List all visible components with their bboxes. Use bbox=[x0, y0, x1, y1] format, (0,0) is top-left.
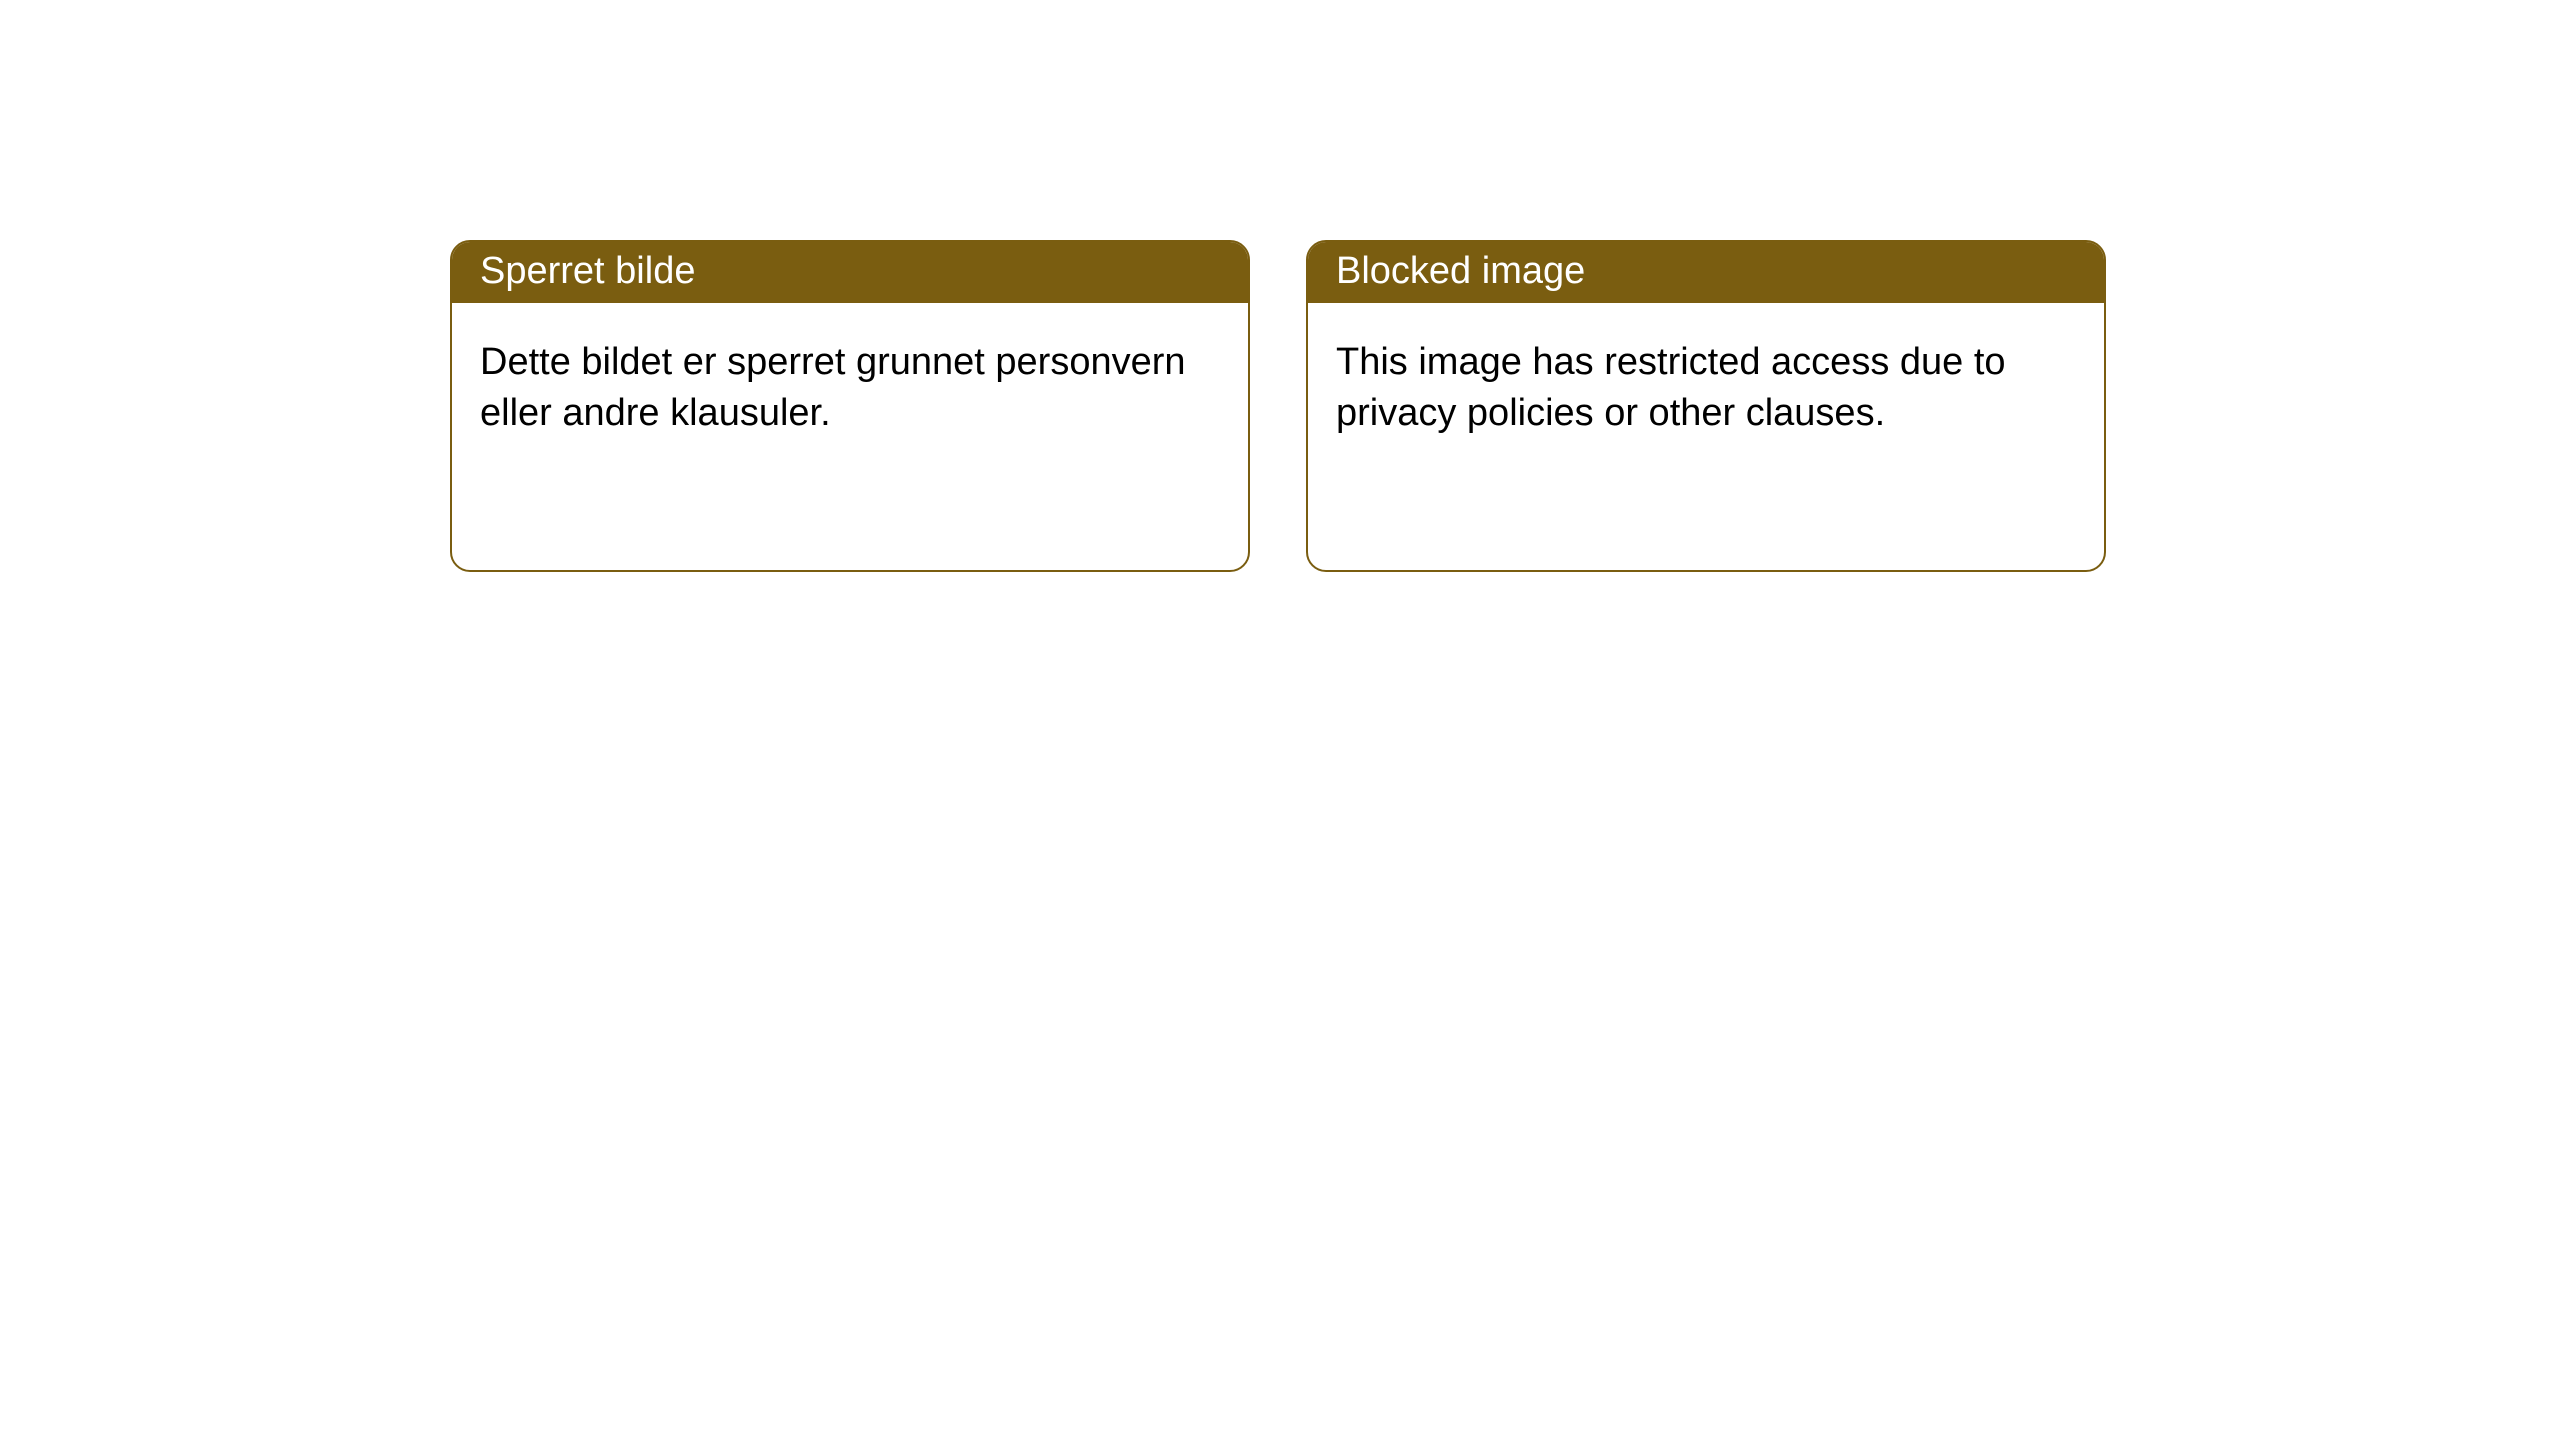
notice-body-norwegian: Dette bildet er sperret grunnet personve… bbox=[452, 303, 1248, 474]
notice-title-english: Blocked image bbox=[1308, 242, 2104, 303]
notice-body-english: This image has restricted access due to … bbox=[1308, 303, 2104, 474]
notice-title-norwegian: Sperret bilde bbox=[452, 242, 1248, 303]
notice-card-english: Blocked image This image has restricted … bbox=[1306, 240, 2106, 572]
notice-card-norwegian: Sperret bilde Dette bildet er sperret gr… bbox=[450, 240, 1250, 572]
notice-container: Sperret bilde Dette bildet er sperret gr… bbox=[450, 240, 2106, 572]
